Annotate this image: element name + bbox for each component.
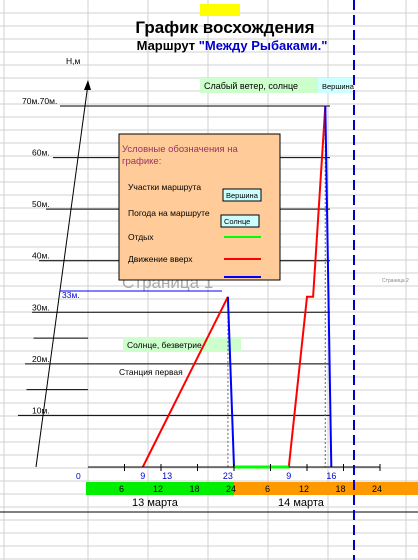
annotation-text: Солнце, безветрие [127,340,202,350]
route-line: Маршрут "Между Рыбаками." [137,38,328,53]
time-label: 9 [140,471,145,481]
y-origin-label: 0 [76,471,81,481]
y-tick-label: 70м.70м. [22,96,57,106]
y-tick-label: 20м. [32,354,50,364]
hour-tick-label: 6 [265,484,270,494]
legend-item-label: Участки маршрута [128,182,201,192]
y-tick-label: 40м. [32,251,50,261]
y-axis-arrow [84,80,91,90]
hour-tick-label: 12 [299,484,309,494]
day1-bar [86,482,234,495]
route-label: Маршрут [137,38,196,53]
annotation-box [200,78,318,93]
y-extra-label: 33м. [62,290,80,300]
hour-tick-label: 6 [119,484,124,494]
day-label: 13 марта [132,497,179,509]
annotation-text: Вершина [322,82,355,91]
series-ascent [287,105,327,468]
time-label: 23 [223,471,233,481]
day-label: 14 марта [278,497,325,509]
annotations: Слабый ветер, солнце Вершина Солнце, безве… [119,78,355,467]
legend-item-label: Погода на маршруте [128,208,210,218]
annotation-text: Слабый ветер, солнце [204,81,298,91]
hour-tick-label: 24 [372,484,382,494]
legend-badge-text: Вершина [226,191,259,200]
legend-title: Условные обозначения на графике: [122,144,239,167]
side-note: Страница 2 [382,278,409,284]
legend-badge [222,188,262,202]
annotation-box [123,337,241,352]
legend-item-label: Отдых [128,232,154,242]
route-name: "Между Рыбаками." [199,38,328,53]
day2-bar [234,482,418,495]
page-title: График восхождения [135,18,314,37]
series-ascent [141,296,229,468]
time-label: 13 [162,471,172,481]
y-tick-label: 30м. [32,302,50,312]
legend-title-line: графике: [122,156,161,167]
yellow-cell [200,4,240,16]
y-tick-label: 60м. [32,148,50,158]
hour-tick-label: 18 [189,484,199,494]
annotation-box [318,78,352,93]
y-axis-label: Н,м [66,56,81,66]
annotation-text: Станция первая [119,367,183,377]
legend-background [118,133,281,281]
legend-title-line: Условные обозначения на [122,144,239,155]
y-axis-line [35,83,89,468]
y-tick-label: 10м. [32,405,50,415]
hour-tick-label: 18 [335,484,345,494]
series-descent [226,296,235,468]
legend-badge [220,214,260,228]
legend-badge-text: Солнце [224,217,250,226]
hour-tick-label: 24 [226,484,236,494]
legend-item-label: Движение вверх [128,254,193,264]
time-label: 9 [286,471,291,481]
hour-tick-label: 12 [153,484,163,494]
series-descent [324,105,333,468]
legend-box: Условные обозначения на графике: Участки … [118,133,281,281]
x-axis: 9 13 23 9 16 6 12 18 24 6 12 18 24 13 марта 14 марта [0,464,418,513]
y-tick-label: 50м. [32,199,50,209]
time-label: 16 [326,471,336,481]
x-axis-rest-bar [234,465,289,469]
